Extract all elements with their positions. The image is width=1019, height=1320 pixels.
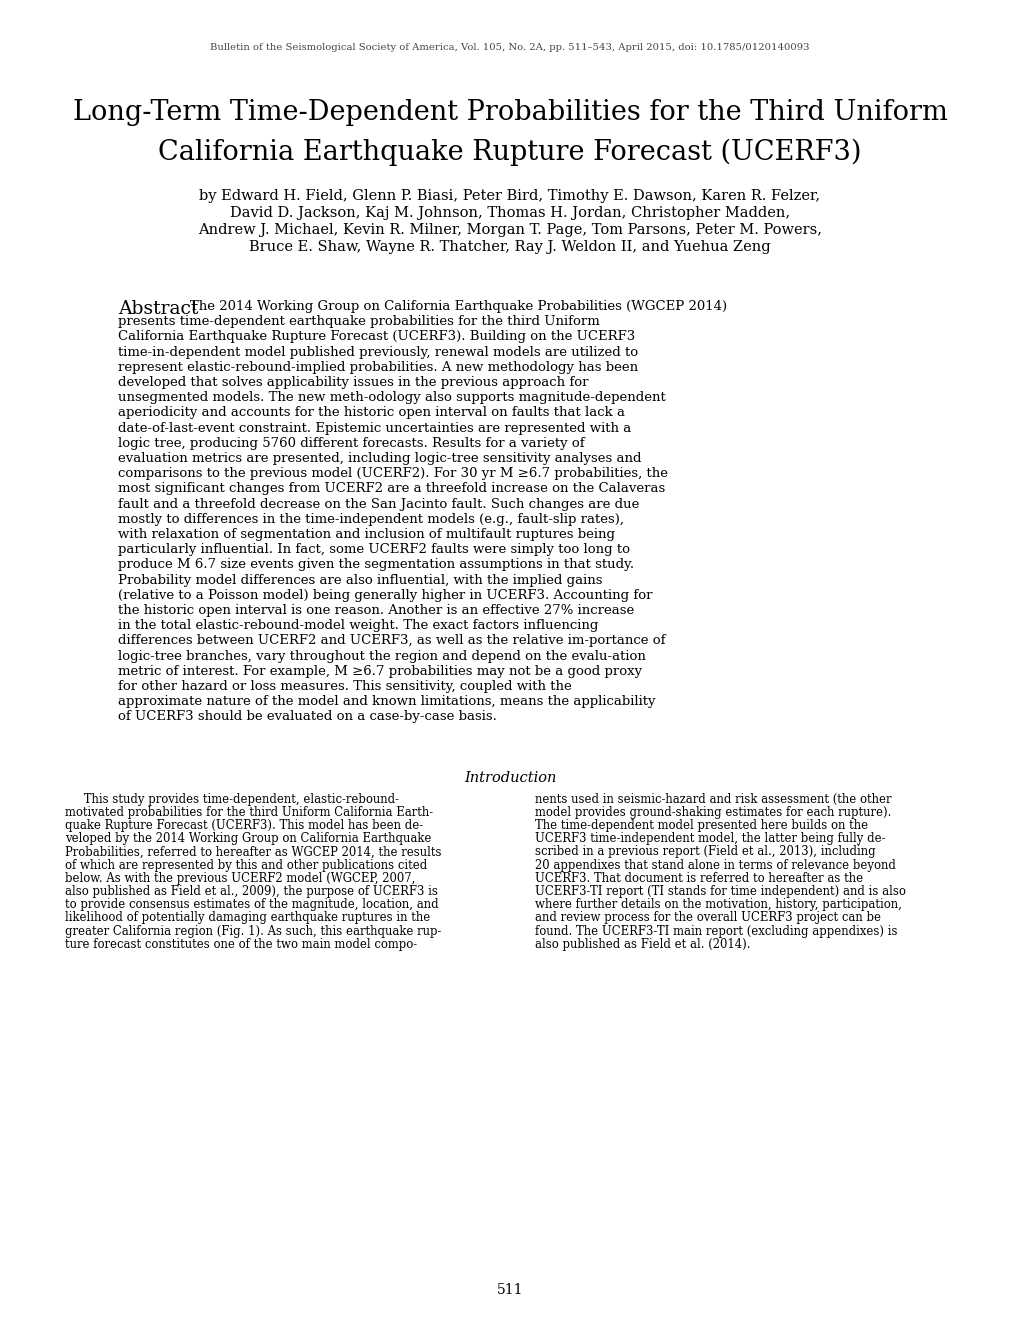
Text: motivated probabilities for the third Uniform California Earth-: motivated probabilities for the third Un… bbox=[65, 805, 433, 818]
Text: The 2014 Working Group on California Earthquake Probabilities (WGCEP 2014): The 2014 Working Group on California Ear… bbox=[190, 300, 727, 313]
Text: veloped by the 2014 Working Group on California Earthquake: veloped by the 2014 Working Group on Cal… bbox=[65, 832, 431, 845]
Text: This study provides time-dependent, elastic-rebound-: This study provides time-dependent, elas… bbox=[65, 792, 398, 805]
Text: likelihood of potentially damaging earthquake ruptures in the: likelihood of potentially damaging earth… bbox=[65, 911, 430, 924]
Text: 511: 511 bbox=[496, 1283, 523, 1298]
Text: evaluation metrics are presented, including logic-tree sensitivity analyses and: evaluation metrics are presented, includ… bbox=[118, 451, 641, 465]
Text: model provides ground-shaking estimates for each rupture).: model provides ground-shaking estimates … bbox=[535, 805, 891, 818]
Text: The time-dependent model presented here builds on the: The time-dependent model presented here … bbox=[535, 818, 867, 832]
Text: aperiodicity and accounts for the historic open interval on faults that lack a: aperiodicity and accounts for the histor… bbox=[118, 407, 625, 420]
Text: greater California region (Fig. 1). As such, this earthquake rup-: greater California region (Fig. 1). As s… bbox=[65, 924, 441, 937]
Text: 20 appendixes that stand alone in terms of relevance beyond: 20 appendixes that stand alone in terms … bbox=[535, 858, 895, 871]
Text: Andrew J. Michael, Kevin R. Milner, Morgan T. Page, Tom Parsons, Peter M. Powers: Andrew J. Michael, Kevin R. Milner, Morg… bbox=[198, 223, 821, 238]
Text: and review process for the overall UCERF3 project can be: and review process for the overall UCERF… bbox=[535, 911, 880, 924]
Text: mostly to differences in the time-independent models (e.g., fault-slip rates),: mostly to differences in the time-indepe… bbox=[118, 512, 624, 525]
Text: Abstract: Abstract bbox=[118, 300, 198, 318]
Text: Introduction: Introduction bbox=[464, 771, 555, 784]
Text: Bulletin of the Seismological Society of America, Vol. 105, No. 2A, pp. 511–543,: Bulletin of the Seismological Society of… bbox=[210, 44, 809, 53]
Text: particularly influential. In fact, some UCERF2 faults were simply too long to: particularly influential. In fact, some … bbox=[118, 544, 630, 556]
Text: where further details on the motivation, history, participation,: where further details on the motivation,… bbox=[535, 898, 901, 911]
Text: scribed in a previous report (Field et al., 2013), including: scribed in a previous report (Field et a… bbox=[535, 845, 874, 858]
Text: UCERF3 time-independent model, the latter being fully de-: UCERF3 time-independent model, the latte… bbox=[535, 832, 884, 845]
Text: Probability model differences are also influential, with the implied gains: Probability model differences are also i… bbox=[118, 574, 602, 586]
Text: also published as Field et al. (2014).: also published as Field et al. (2014). bbox=[535, 937, 750, 950]
Text: fault and a threefold decrease on the San Jacinto fault. Such changes are due: fault and a threefold decrease on the Sa… bbox=[118, 498, 639, 511]
Text: presents time-dependent earthquake probabilities for the third Uniform: presents time-dependent earthquake proba… bbox=[118, 315, 599, 329]
Text: Bruce E. Shaw, Wayne R. Thatcher, Ray J. Weldon II, and Yuehua Zeng: Bruce E. Shaw, Wayne R. Thatcher, Ray J.… bbox=[249, 240, 770, 253]
Text: UCERF3-TI report (TI stands for time independent) and is also: UCERF3-TI report (TI stands for time ind… bbox=[535, 884, 905, 898]
Text: metric of interest. For example, M ≥6.7 probabilities may not be a good proxy: metric of interest. For example, M ≥6.7 … bbox=[118, 665, 642, 677]
Text: UCERF3. That document is referred to hereafter as the: UCERF3. That document is referred to her… bbox=[535, 871, 862, 884]
Text: in the total elastic-rebound-model weight. The exact factors influencing: in the total elastic-rebound-model weigh… bbox=[118, 619, 598, 632]
Text: found. The UCERF3-TI main report (excluding appendixes) is: found. The UCERF3-TI main report (exclud… bbox=[535, 924, 897, 937]
Text: logic-tree branches, vary throughout the region and depend on the evalu-ation: logic-tree branches, vary throughout the… bbox=[118, 649, 645, 663]
Text: California Earthquake Rupture Forecast (UCERF3). Building on the UCERF3: California Earthquake Rupture Forecast (… bbox=[118, 330, 635, 343]
Text: developed that solves applicability issues in the previous approach for: developed that solves applicability issu… bbox=[118, 376, 588, 389]
Text: for other hazard or loss measures. This sensitivity, coupled with the: for other hazard or loss measures. This … bbox=[118, 680, 572, 693]
Text: (relative to a Poisson model) being generally higher in UCERF3. Accounting for: (relative to a Poisson model) being gene… bbox=[118, 589, 652, 602]
Text: unsegmented models. The new meth-odology also supports magnitude-dependent: unsegmented models. The new meth-odology… bbox=[118, 391, 665, 404]
Text: Probabilities, referred to hereafter as WGCEP 2014, the results: Probabilities, referred to hereafter as … bbox=[65, 845, 441, 858]
Text: of which are represented by this and other publications cited: of which are represented by this and oth… bbox=[65, 858, 427, 871]
Text: also published as Field et al., 2009), the purpose of UCERF3 is: also published as Field et al., 2009), t… bbox=[65, 884, 437, 898]
Text: ture forecast constitutes one of the two main model compo-: ture forecast constitutes one of the two… bbox=[65, 937, 417, 950]
Text: of UCERF3 should be evaluated on a case-by-case basis.: of UCERF3 should be evaluated on a case-… bbox=[118, 710, 496, 723]
Text: the historic open interval is one reason. Another is an effective 27% increase: the historic open interval is one reason… bbox=[118, 605, 634, 616]
Text: comparisons to the previous model (UCERF2). For 30 yr M ≥6.7 probabilities, the: comparisons to the previous model (UCERF… bbox=[118, 467, 667, 480]
Text: by Edward H. Field, Glenn P. Biasi, Peter Bird, Timothy E. Dawson, Karen R. Felz: by Edward H. Field, Glenn P. Biasi, Pete… bbox=[200, 189, 819, 203]
Text: represent elastic-rebound-implied probabilities. A new methodology has been: represent elastic-rebound-implied probab… bbox=[118, 360, 638, 374]
Text: David D. Jackson, Kaj M. Johnson, Thomas H. Jordan, Christopher Madden,: David D. Jackson, Kaj M. Johnson, Thomas… bbox=[229, 206, 790, 220]
Text: time-in-dependent model published previously, renewal models are utilized to: time-in-dependent model published previo… bbox=[118, 346, 638, 359]
Text: quake Rupture Forecast (UCERF3). This model has been de-: quake Rupture Forecast (UCERF3). This mo… bbox=[65, 818, 423, 832]
Text: produce M 6.7 size events given the segmentation assumptions in that study.: produce M 6.7 size events given the segm… bbox=[118, 558, 634, 572]
Text: date-of-last-event constraint. Epistemic uncertainties are represented with a: date-of-last-event constraint. Epistemic… bbox=[118, 421, 631, 434]
Text: approximate nature of the model and known limitations, means the applicability: approximate nature of the model and know… bbox=[118, 696, 655, 709]
Text: California Earthquake Rupture Forecast (UCERF3): California Earthquake Rupture Forecast (… bbox=[158, 139, 861, 166]
Text: most significant changes from UCERF2 are a threefold increase on the Calaveras: most significant changes from UCERF2 are… bbox=[118, 482, 664, 495]
Text: Long-Term Time-Dependent Probabilities for the Third Uniform: Long-Term Time-Dependent Probabilities f… bbox=[72, 99, 947, 125]
Text: differences between UCERF2 and UCERF3, as well as the relative im-portance of: differences between UCERF2 and UCERF3, a… bbox=[118, 635, 664, 647]
Text: with relaxation of segmentation and inclusion of multifault ruptures being: with relaxation of segmentation and incl… bbox=[118, 528, 614, 541]
Text: logic tree, producing 5760 different forecasts. Results for a variety of: logic tree, producing 5760 different for… bbox=[118, 437, 584, 450]
Text: nents used in seismic-hazard and risk assessment (the other: nents used in seismic-hazard and risk as… bbox=[535, 792, 891, 805]
Text: below. As with the previous UCERF2 model (WGCEP, 2007,: below. As with the previous UCERF2 model… bbox=[65, 871, 415, 884]
Text: to provide consensus estimates of the magnitude, location, and: to provide consensus estimates of the ma… bbox=[65, 898, 438, 911]
